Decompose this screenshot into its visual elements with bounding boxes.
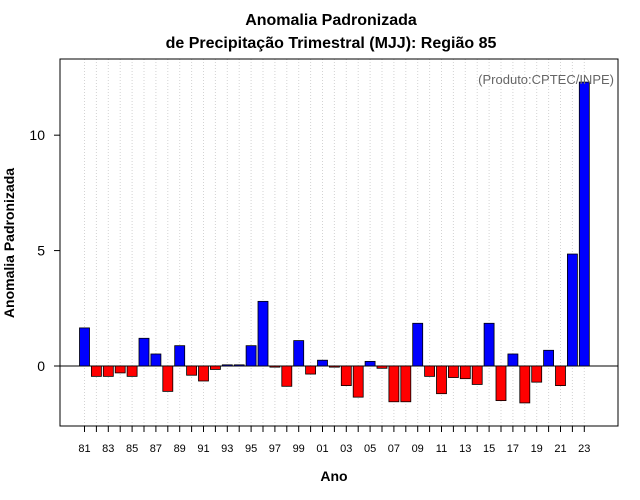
chart-title-line2: de Precipitação Trimestral (MJJ): Região…: [166, 35, 497, 52]
x-tick-label: 03: [340, 443, 352, 455]
bar-1984: [114, 365, 126, 374]
bar-1986: [138, 337, 150, 367]
bar-1983: [102, 365, 114, 377]
bar-2017: [507, 353, 519, 367]
x-tick-label: 09: [412, 443, 424, 455]
x-tick-label: 95: [245, 443, 257, 455]
x-tick-label: 11: [436, 443, 447, 455]
bar-2004: [352, 365, 364, 398]
bar-1998: [281, 365, 293, 387]
bar-2008: [400, 365, 412, 403]
bar-2023: [578, 81, 590, 367]
bar-1999: [293, 340, 305, 367]
x-axis-label: Ano: [320, 468, 347, 484]
bar-1989: [174, 345, 186, 367]
chart-title-line1: Anomalia Padronizada: [245, 12, 417, 29]
bar-1991: [198, 365, 209, 382]
bar-1981: [79, 327, 90, 367]
bar-2013: [459, 365, 471, 380]
bar-2005: [364, 360, 376, 367]
x-tick-label: 91: [197, 443, 209, 455]
x-tick-label: 87: [150, 443, 162, 455]
bar-2015: [483, 322, 495, 367]
x-tick-label: 07: [388, 443, 400, 455]
x-tick-label: 99: [293, 443, 305, 455]
bar-1997: [269, 365, 281, 368]
bar-1985: [126, 365, 138, 377]
vertical-gridlines: [84, 59, 585, 426]
bar-1987: [150, 353, 162, 367]
bar-1996: [257, 300, 269, 367]
x-tick-label: 97: [269, 443, 281, 455]
bar-2007: [388, 365, 400, 403]
x-tick-label: 21: [554, 443, 566, 455]
y-tick-label: 0: [37, 358, 45, 374]
product-credit: (Produto:CPTEC/INPE): [478, 72, 614, 87]
x-tick-label: 93: [221, 443, 233, 455]
x-tick-label: 23: [578, 443, 590, 455]
x-tick-label: 83: [102, 443, 114, 455]
bar-1988: [162, 365, 174, 392]
bar-2011: [436, 365, 447, 395]
bar-2021: [555, 365, 566, 387]
y-tick-label: 5: [37, 243, 45, 259]
bar-1994: [233, 364, 245, 367]
bar-1982: [91, 365, 102, 377]
plot-frame: [59, 58, 619, 427]
x-tick-label: 01: [316, 443, 328, 455]
x-tick-label: 05: [364, 443, 376, 455]
bar-2018: [519, 365, 531, 404]
bar-1993: [221, 364, 233, 367]
bar-2020: [543, 349, 554, 367]
x-tick-label: 19: [531, 443, 543, 455]
bar-2002: [328, 365, 340, 368]
bars: [79, 81, 590, 404]
bar-2012: [447, 365, 459, 378]
bar-2010: [424, 365, 436, 377]
y-axis-label: Anomalia Padronizada: [1, 168, 17, 318]
bar-1992: [209, 365, 221, 370]
x-tick-label: 15: [483, 443, 495, 455]
x-axis: 81 83 85 87 89 91 93 95 97 99 01 03 05 07 09 11 13 15 17 19…: [78, 426, 590, 455]
bar-2000: [305, 365, 317, 375]
y-axis: 0 5 10: [29, 127, 60, 374]
bar-2019: [531, 365, 543, 383]
bar-1990: [186, 365, 198, 376]
x-tick-label: 81: [78, 443, 90, 455]
x-tick-label: 13: [459, 443, 471, 455]
bar-2022: [567, 253, 578, 367]
y-tick-label: 10: [29, 127, 45, 143]
bar-2016: [495, 365, 507, 402]
x-tick-label: 17: [507, 443, 519, 455]
bar-2003: [340, 365, 352, 387]
x-tick-label: 85: [126, 443, 138, 455]
bar-1995: [245, 345, 257, 367]
bar-2006: [376, 365, 388, 369]
bar-2009: [412, 322, 424, 367]
x-tick-label: 89: [174, 443, 186, 455]
bar-2001: [317, 359, 328, 367]
bar-2014: [471, 365, 483, 385]
